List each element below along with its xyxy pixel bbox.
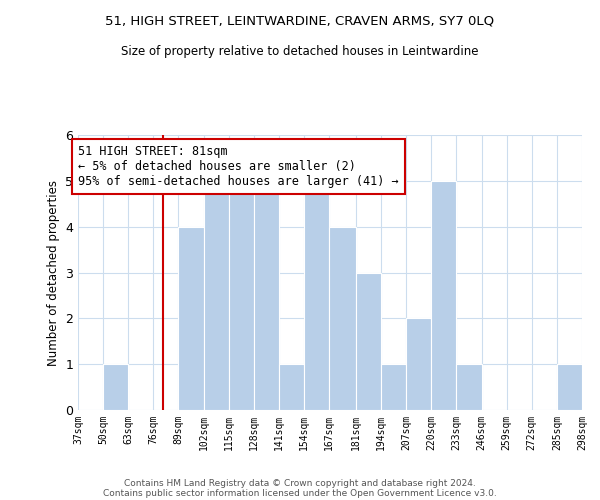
Bar <box>229 181 254 410</box>
Bar <box>103 364 128 410</box>
Bar <box>279 364 304 410</box>
Bar <box>457 364 482 410</box>
Text: Contains HM Land Registry data © Crown copyright and database right 2024.: Contains HM Land Registry data © Crown c… <box>124 478 476 488</box>
Bar <box>254 181 279 410</box>
Bar <box>381 364 406 410</box>
Text: 51, HIGH STREET, LEINTWARDINE, CRAVEN ARMS, SY7 0LQ: 51, HIGH STREET, LEINTWARDINE, CRAVEN AR… <box>106 15 494 28</box>
Bar <box>329 226 356 410</box>
Bar <box>431 181 457 410</box>
Bar <box>406 318 431 410</box>
Bar <box>356 272 381 410</box>
Bar <box>557 364 582 410</box>
Y-axis label: Number of detached properties: Number of detached properties <box>47 180 59 366</box>
Text: Size of property relative to detached houses in Leintwardine: Size of property relative to detached ho… <box>121 45 479 58</box>
Bar <box>304 181 329 410</box>
Bar <box>203 181 229 410</box>
Text: 51 HIGH STREET: 81sqm
← 5% of detached houses are smaller (2)
95% of semi-detach: 51 HIGH STREET: 81sqm ← 5% of detached h… <box>78 145 398 188</box>
Text: Contains public sector information licensed under the Open Government Licence v3: Contains public sector information licen… <box>103 488 497 498</box>
Bar <box>178 226 203 410</box>
